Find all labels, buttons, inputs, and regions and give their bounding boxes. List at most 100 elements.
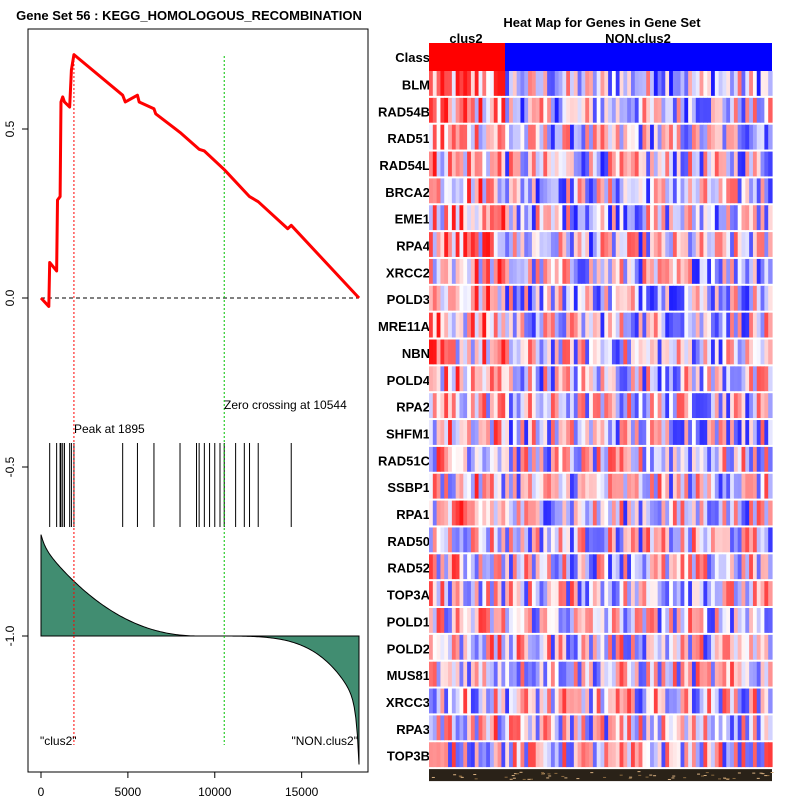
heat-map-cell [493,608,499,633]
heat-map-cell [684,715,689,741]
heat-map-row [429,446,773,472]
heat-map-cell [714,473,720,499]
heat-map-cell [619,446,624,472]
heat-map-cell [524,420,529,445]
heat-map-cell [520,393,525,419]
heat-map-cell [703,258,708,284]
heat-map-cell [455,527,461,553]
heat-map-cell [550,634,556,660]
heat-map-cell [570,97,575,123]
heat-map-cell [653,366,659,392]
heat-map-cell [550,661,556,687]
heat-map-cell [459,339,464,365]
heat-map-cell [455,258,461,284]
heat-map-cell [570,205,575,231]
heat-map-bottom-strip [429,769,774,782]
heat-map-cell [688,742,693,768]
heat-map-cell [547,634,552,660]
heat-map-cell [707,339,712,365]
heat-map-cell [512,151,518,177]
heat-map-cell [596,258,602,284]
heat-map-bottom-tick [519,771,523,773]
heat-map-cell [600,688,605,714]
heat-map-cell [745,393,750,419]
heat-map-cell [745,178,750,204]
heat-map-cell [718,608,724,633]
heat-map-cell [650,178,655,204]
heat-map-cell [509,151,514,177]
heat-map-cell [749,500,754,526]
heat-map-cell [711,688,716,714]
heat-map-cell [596,178,602,204]
heat-map-cell [547,178,552,204]
heat-map-cell [448,393,453,419]
heat-map-cell [684,339,689,365]
heat-map-cell [550,285,556,311]
heat-map-cell [691,151,697,177]
heat-map-cell [516,205,522,231]
heat-map-cell [520,500,525,526]
heat-map-cell [646,205,651,231]
heat-map-cell [512,285,518,311]
heat-map-cell [699,446,704,472]
heat-map-cell [547,124,552,150]
heat-map-cell [459,124,464,150]
heat-map-cell [459,554,464,580]
heat-map-bottom-tick [756,777,760,779]
heat-map-cell [429,205,434,231]
heat-map-cell [505,366,510,392]
heat-map-cell [764,742,769,768]
heat-map-cell [448,312,453,338]
heat-map-cell [623,339,628,365]
heat-map-cell [752,473,758,499]
heat-map-cell [497,97,503,123]
heat-map-cell [463,258,468,284]
heat-map-cell [509,124,514,150]
heat-map-cell [749,97,754,123]
heat-map-cell [509,97,514,123]
heat-map-cell [764,661,769,687]
heat-map-cell [745,473,750,499]
heat-map-cell [714,232,720,257]
heat-map-cell [516,339,522,365]
heat-map-cell [570,366,575,392]
heat-map-cell [570,124,575,150]
heat-map-cell [638,124,644,150]
heat-map-cell [726,420,731,445]
heat-map-cell [718,527,724,553]
heat-map-bottom-tick [530,778,534,780]
heat-map-cell [573,258,579,284]
heat-map-cell [695,393,701,419]
heat-map-cell [440,608,445,633]
heat-map-cell [489,688,495,714]
heat-map-cell [711,97,716,123]
heat-map-cell [493,151,499,177]
heat-map-cell [657,366,663,392]
heat-map-cell [627,339,632,365]
heat-map-cell [627,688,632,714]
heat-map-cell [531,420,537,445]
heat-map-cell [596,581,602,606]
heat-map-cell [646,285,651,311]
heat-map-cell [688,527,693,553]
heat-map-cell [550,258,556,284]
heat-map-cell [501,688,506,714]
heat-map-cell [558,420,563,445]
heat-map-cell [661,124,666,150]
heat-map-cell [524,661,529,687]
heat-map-cell [524,366,529,392]
heat-map-cell [440,742,445,768]
heat-map-cell [722,446,727,472]
heat-map-cell [596,285,602,311]
heat-map-cell [646,581,651,606]
heat-map-bottom-tick [522,778,526,780]
heat-map-cell [760,581,765,606]
heat-map-cell [436,634,442,660]
heat-map-cell [730,339,735,365]
heat-map-cell [478,124,483,150]
heat-map-cell [589,178,594,204]
heat-map-cell [474,97,480,123]
heat-map-cell [539,500,544,526]
heat-map-cell [749,232,754,257]
heat-map-cell [436,581,442,606]
